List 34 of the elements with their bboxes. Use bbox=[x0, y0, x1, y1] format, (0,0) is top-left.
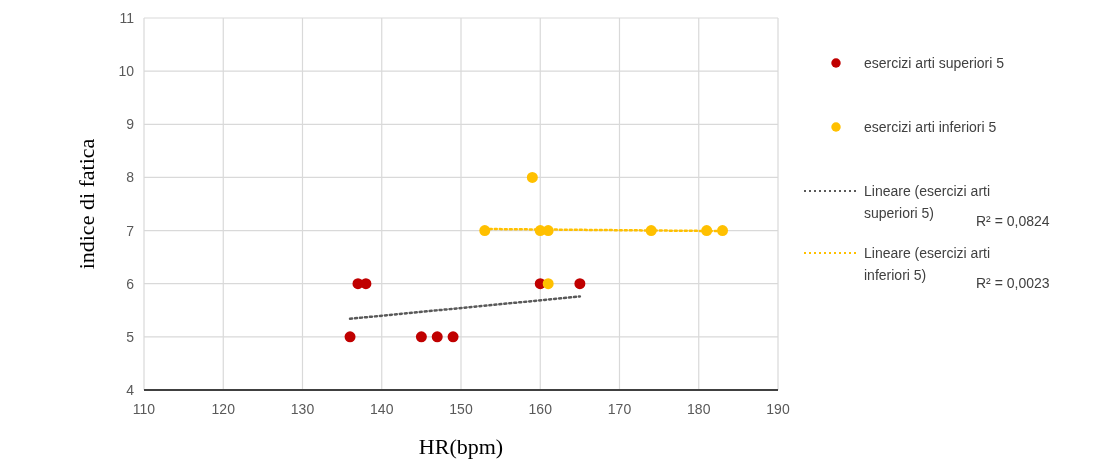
point bbox=[479, 225, 491, 237]
y-tick-label: 5 bbox=[126, 328, 135, 345]
y-tick-label: 4 bbox=[126, 382, 135, 398]
point bbox=[415, 331, 427, 343]
text: R² = 0,0023 bbox=[976, 275, 1050, 291]
y-tick-label: 8 bbox=[126, 169, 135, 186]
x-tick-label: 150 bbox=[449, 401, 473, 417]
x-tick-label: 110 bbox=[132, 401, 156, 417]
x-tick-label: 130 bbox=[290, 401, 315, 417]
x-axis-title: HR(bpm) bbox=[418, 434, 504, 459]
legend-label: esercizi arti superiori 5 bbox=[864, 55, 1005, 71]
x-tick-label: 140 bbox=[370, 401, 394, 417]
x-tick-label: 120 bbox=[211, 401, 236, 417]
x-tick-label: 190 bbox=[766, 401, 790, 417]
text: R² = 0,0824 bbox=[976, 213, 1050, 229]
y-tick-label: 9 bbox=[126, 116, 135, 133]
x-tick-label: 180 bbox=[687, 401, 711, 417]
point bbox=[717, 225, 729, 237]
x-tick-label: 170 bbox=[607, 401, 632, 417]
y-tick-label: 6 bbox=[126, 275, 135, 292]
x-tick-label: 160 bbox=[528, 401, 553, 417]
y-tick-label: 10 bbox=[118, 63, 135, 80]
legend-label: esercizi arti inferiori 5 bbox=[864, 119, 997, 135]
point bbox=[574, 278, 586, 290]
point bbox=[526, 171, 538, 183]
y-tick-label: 11 bbox=[119, 10, 135, 26]
y-axis-title: indice di fatica bbox=[74, 138, 99, 270]
point bbox=[645, 225, 657, 237]
point bbox=[431, 331, 443, 343]
point bbox=[447, 331, 459, 343]
y-tick-label: 7 bbox=[126, 222, 135, 239]
point bbox=[344, 331, 356, 343]
point bbox=[701, 225, 713, 237]
point bbox=[542, 278, 554, 290]
